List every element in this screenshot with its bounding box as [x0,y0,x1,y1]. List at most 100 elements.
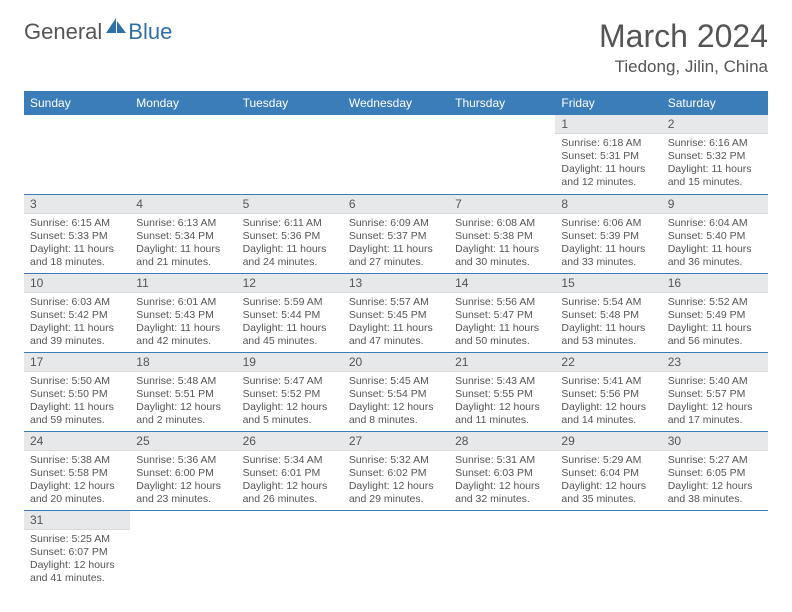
day-number: 13 [343,274,449,293]
sunrise-label: Sunrise: [668,137,707,149]
calendar-cell [24,115,130,194]
sunset-value: 5:34 PM [175,230,214,242]
calendar-cell: 31Sunrise: 5:25 AMSunset: 6:07 PMDayligh… [24,510,130,589]
sunset-value: 5:51 PM [175,388,214,400]
sunset-value: 6:04 PM [600,467,639,479]
sunrise-label: Sunrise: [561,137,600,149]
calendar-cell: 23Sunrise: 5:40 AMSunset: 5:57 PMDayligh… [662,352,768,431]
sunset-label: Sunset: [561,150,597,162]
day-info: Sunrise: 5:32 AMSunset: 6:02 PMDaylight:… [343,451,449,510]
sunset-value: 5:54 PM [387,388,426,400]
day-number: 18 [130,353,236,372]
sunrise-value: 6:13 AM [178,217,217,229]
day-number: 1 [555,115,661,134]
sunset-label: Sunset: [136,467,172,479]
sunset-label: Sunset: [561,388,597,400]
sunset-value: 5:33 PM [69,230,108,242]
sunset-label: Sunset: [668,150,704,162]
location-text: Tiedong, Jilin, China [599,57,768,77]
sunset-value: 6:03 PM [494,467,533,479]
sunrise-label: Sunrise: [349,296,388,308]
sunset-value: 5:39 PM [600,230,639,242]
day-number: 17 [24,353,130,372]
sunset-value: 5:55 PM [494,388,533,400]
daylight-label: Daylight: [455,480,496,492]
day-number: 23 [662,353,768,372]
calendar-cell: 16Sunrise: 5:52 AMSunset: 5:49 PMDayligh… [662,273,768,352]
sunset-value: 5:52 PM [281,388,320,400]
day-number: 8 [555,195,661,214]
sunset-label: Sunset: [136,230,172,242]
sunset-label: Sunset: [136,388,172,400]
sunrise-value: 5:43 AM [497,375,536,387]
sunrise-value: 6:11 AM [284,217,322,229]
sunset-value: 5:32 PM [706,150,745,162]
day-info: Sunrise: 6:16 AMSunset: 5:32 PMDaylight:… [662,134,768,193]
calendar-cell: 8Sunrise: 6:06 AMSunset: 5:39 PMDaylight… [555,194,661,273]
sunset-value: 6:01 PM [281,467,320,479]
sunrise-value: 6:18 AM [603,137,642,149]
empty-cell [343,511,449,529]
sunset-value: 5:38 PM [494,230,533,242]
sunset-value: 6:05 PM [706,467,745,479]
sunset-value: 5:44 PM [281,309,320,321]
day-info: Sunrise: 5:52 AMSunset: 5:49 PMDaylight:… [662,293,768,352]
sunrise-label: Sunrise: [136,375,175,387]
calendar-cell: 28Sunrise: 5:31 AMSunset: 6:03 PMDayligh… [449,431,555,510]
day-info: Sunrise: 5:59 AMSunset: 5:44 PMDaylight:… [237,293,343,352]
day-info: Sunrise: 5:40 AMSunset: 5:57 PMDaylight:… [662,372,768,431]
day-info: Sunrise: 5:29 AMSunset: 6:04 PMDaylight:… [555,451,661,510]
logo-text-blue: Blue [128,19,172,45]
empty-cell [343,115,449,133]
day-info: Sunrise: 6:15 AMSunset: 5:33 PMDaylight:… [24,214,130,273]
day-info: Sunrise: 5:25 AMSunset: 6:07 PMDaylight:… [24,530,130,589]
day-info: Sunrise: 5:47 AMSunset: 5:52 PMDaylight:… [237,372,343,431]
day-info: Sunrise: 6:08 AMSunset: 5:38 PMDaylight:… [449,214,555,273]
daylight-label: Daylight: [243,243,284,255]
daylight-label: Daylight: [668,163,709,175]
calendar-header-row: SundayMondayTuesdayWednesdayThursdayFrid… [24,91,768,115]
sunset-label: Sunset: [243,467,279,479]
day-number: 10 [24,274,130,293]
sunset-label: Sunset: [561,467,597,479]
calendar-cell: 9Sunrise: 6:04 AMSunset: 5:40 PMDaylight… [662,194,768,273]
calendar-cell: 21Sunrise: 5:43 AMSunset: 5:55 PMDayligh… [449,352,555,431]
daylight-label: Daylight: [243,480,284,492]
weekday-header: Wednesday [343,91,449,115]
sunrise-value: 5:52 AM [709,296,748,308]
sunrise-value: 6:08 AM [497,217,536,229]
sunrise-label: Sunrise: [561,296,600,308]
daylight-label: Daylight: [668,401,709,413]
sunrise-value: 5:29 AM [603,454,642,466]
calendar-cell: 20Sunrise: 5:45 AMSunset: 5:54 PMDayligh… [343,352,449,431]
calendar-cell [343,115,449,194]
calendar-cell: 14Sunrise: 5:56 AMSunset: 5:47 PMDayligh… [449,273,555,352]
day-number: 29 [555,432,661,451]
day-info: Sunrise: 5:45 AMSunset: 5:54 PMDaylight:… [343,372,449,431]
day-info: Sunrise: 6:09 AMSunset: 5:37 PMDaylight:… [343,214,449,273]
calendar-cell: 25Sunrise: 5:36 AMSunset: 6:00 PMDayligh… [130,431,236,510]
sunrise-value: 5:31 AM [497,454,536,466]
sunrise-label: Sunrise: [561,217,600,229]
calendar-cell: 12Sunrise: 5:59 AMSunset: 5:44 PMDayligh… [237,273,343,352]
day-number: 6 [343,195,449,214]
sunset-label: Sunset: [455,467,491,479]
calendar-cell: 5Sunrise: 6:11 AMSunset: 5:36 PMDaylight… [237,194,343,273]
sunset-value: 6:07 PM [69,546,108,558]
sunrise-label: Sunrise: [668,217,707,229]
calendar-cell: 13Sunrise: 5:57 AMSunset: 5:45 PMDayligh… [343,273,449,352]
calendar-cell: 19Sunrise: 5:47 AMSunset: 5:52 PMDayligh… [237,352,343,431]
sunrise-value: 6:09 AM [390,217,429,229]
daylight-label: Daylight: [30,480,71,492]
sunrise-label: Sunrise: [136,296,175,308]
day-info: Sunrise: 5:54 AMSunset: 5:48 PMDaylight:… [555,293,661,352]
logo-text-general: General [24,19,102,45]
day-number: 9 [662,195,768,214]
sunset-value: 5:58 PM [69,467,108,479]
daylight-label: Daylight: [30,243,71,255]
weekday-header: Monday [130,91,236,115]
calendar-cell [343,510,449,589]
sunset-label: Sunset: [30,467,66,479]
day-info: Sunrise: 5:48 AMSunset: 5:51 PMDaylight:… [130,372,236,431]
daylight-label: Daylight: [243,322,284,334]
